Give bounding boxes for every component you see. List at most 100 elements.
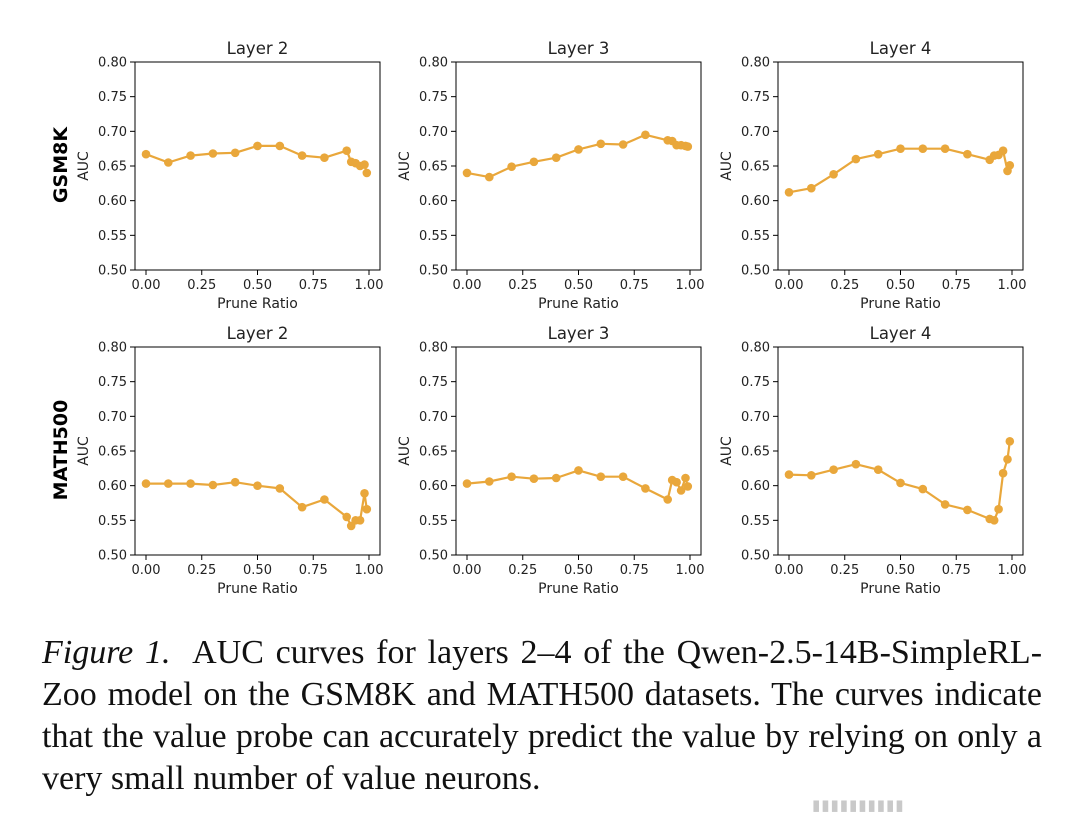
x-tick-label: 0.00: [775, 563, 804, 578]
data-point: [963, 149, 972, 159]
x-tick-label: 1.00: [676, 278, 705, 293]
y-tick-label: 0.70: [419, 410, 448, 425]
y-axis-label: AUC: [397, 151, 413, 181]
data-point: [873, 149, 883, 159]
x-tick-label: 0.25: [187, 563, 216, 578]
data-point: [784, 188, 794, 197]
data-point: [851, 459, 861, 469]
data-point: [485, 172, 494, 182]
data-point: [998, 468, 1008, 478]
y-tick-label: 0.50: [98, 264, 127, 279]
panel-title: Layer 2: [227, 39, 289, 58]
x-tick-label: 0.75: [299, 563, 328, 578]
y-tick-label: 0.75: [98, 90, 127, 105]
y-tick-label: 0.65: [419, 445, 448, 460]
y-tick-label: 0.65: [98, 445, 127, 460]
panel-title: Layer 4: [870, 324, 932, 343]
data-point: [618, 472, 628, 482]
plot-frame: [455, 346, 702, 556]
y-tick-label: 0.60: [98, 194, 127, 209]
data-point: [596, 472, 606, 482]
y-tick-label: 0.70: [419, 125, 448, 140]
data-point: [230, 477, 240, 487]
data-point: [362, 504, 372, 514]
data-point: [618, 140, 628, 149]
data-point: [253, 481, 262, 491]
data-point: [485, 477, 494, 486]
panel-math500-layer-3: Layer 3 0.50 0.55 0.60 0.65 0.70 0.75 0.80 0.00 0…: [397, 324, 704, 597]
x-tick-label: 0.00: [453, 563, 482, 578]
panels: Layer 2 0.50 0.55 0.60 0.65 0.70 0.75 0.80 0.00 0…: [76, 39, 1026, 597]
x-tick-label: 0.50: [886, 278, 915, 293]
row-label-math500: MATH500: [50, 400, 72, 501]
x-tick-label: 1.00: [355, 278, 384, 293]
data-point: [989, 516, 999, 525]
data-point: [320, 153, 329, 162]
data-point: [994, 504, 1003, 514]
plot-frame: [777, 346, 1024, 556]
data-point: [940, 500, 950, 509]
data-point: [672, 477, 681, 487]
y-axis-label: AUC: [719, 151, 735, 181]
x-tick-label: 1.00: [676, 563, 705, 578]
panel-title: Layer 4: [870, 39, 932, 58]
data-point: [896, 144, 905, 153]
y-axis-label: AUC: [76, 436, 92, 466]
x-axis-label: Prune Ratio: [538, 296, 619, 312]
data-point: [362, 168, 372, 178]
plot-frame: [134, 61, 381, 271]
x-axis-label: Prune Ratio: [860, 581, 941, 597]
y-tick-label: 0.80: [419, 341, 448, 356]
panel-math500-layer-2: Layer 2 0.50 0.55 0.60 0.65 0.70 0.75 0.80 0.00 0…: [76, 324, 383, 597]
x-tick-label: 0.25: [830, 563, 859, 578]
data-point: [1005, 437, 1015, 446]
data-point: [141, 479, 151, 488]
y-tick-label: 0.60: [419, 194, 448, 209]
y-axis-label: AUC: [719, 436, 735, 466]
data-point: [275, 141, 285, 151]
x-tick-label: 0.25: [830, 278, 859, 293]
y-axis-label: AUC: [397, 436, 413, 466]
data-point: [462, 479, 472, 488]
data-point: [873, 465, 883, 475]
data-point: [596, 139, 606, 149]
caption-text: AUC curves for layers 2–4 of the Qwen-2.…: [42, 634, 1043, 797]
panel-title: Layer 3: [548, 324, 610, 343]
x-tick-label: 1.00: [998, 278, 1027, 293]
y-tick-label: 0.75: [419, 375, 448, 390]
y-tick-label: 0.75: [741, 375, 770, 390]
x-tick-label: 0.00: [453, 278, 482, 293]
x-tick-label: 0.75: [942, 563, 971, 578]
x-tick-label: 0.25: [508, 563, 537, 578]
panel-gsm8k-layer-4: Layer 4 0.50 0.55 0.60 0.65 0.70 0.75 0.80 0.00 0…: [719, 39, 1026, 312]
data-point: [918, 484, 928, 494]
figure-caption: Figure 1. AUC curves for layers 2–4 of t…: [42, 632, 1042, 800]
x-tick-label: 1.00: [998, 563, 1027, 578]
data-point: [683, 482, 693, 491]
x-tick-label: 0.50: [564, 563, 593, 578]
data-point: [663, 495, 672, 504]
panel-title: Layer 2: [227, 324, 289, 343]
x-tick-label: 0.75: [620, 278, 649, 293]
series-line: [466, 133, 689, 179]
data-point: [896, 478, 905, 488]
y-tick-label: 0.50: [419, 549, 448, 564]
data-point: [807, 471, 816, 480]
data-point: [641, 130, 650, 140]
y-tick-label: 0.60: [419, 479, 448, 494]
x-tick-label: 0.50: [243, 278, 272, 293]
series-line: [466, 469, 689, 501]
data-point: [851, 154, 861, 164]
y-tick-label: 0.70: [98, 125, 127, 140]
data-point: [574, 145, 583, 154]
panel-gsm8k-layer-3: Layer 3 0.50 0.55 0.60 0.65 0.70 0.75 0.80 0.00 0…: [397, 39, 704, 312]
panel-gsm8k-layer-2: Layer 2 0.50 0.55 0.60 0.65 0.70 0.75 0.80 0.00 0…: [76, 39, 383, 312]
data-point: [355, 516, 365, 525]
x-tick-label: 0.50: [243, 563, 272, 578]
y-tick-label: 0.55: [98, 514, 127, 529]
y-tick-label: 0.65: [419, 160, 448, 175]
y-tick-label: 0.55: [741, 229, 770, 244]
data-point: [1003, 455, 1012, 464]
data-point: [529, 474, 539, 484]
series-line: [788, 147, 1011, 194]
